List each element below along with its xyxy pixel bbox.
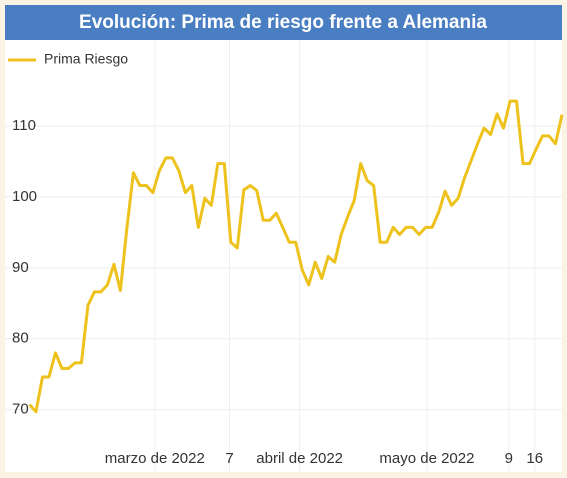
y-tick-label: 100 <box>12 188 37 205</box>
x-tick-label: 7 <box>225 450 233 467</box>
y-tick-label: 70 <box>12 401 29 418</box>
x-tick-label: 9 <box>505 450 513 467</box>
marks <box>28 99 564 414</box>
y-tick-label: 90 <box>12 259 29 276</box>
legend-label: Prima Riesgo <box>44 51 128 67</box>
series-line <box>28 99 564 414</box>
title-bar <box>5 5 562 40</box>
plot-background <box>5 40 562 472</box>
chart-title: Evolución: Prima de riesgo frente a Alem… <box>79 12 487 33</box>
x-tick-label: mayo de 2022 <box>379 450 474 467</box>
y-tick-label: 80 <box>12 330 29 347</box>
x-tick-label: marzo de 2022 <box>105 450 205 467</box>
x-tick-label: 16 <box>526 450 543 467</box>
x-tick-label: abril de 2022 <box>256 450 343 467</box>
y-tick-label: 110 <box>12 117 36 134</box>
labels: 70 80 90 100 110 marzo de 2022 7 abril de 2022 m… <box>8 51 543 467</box>
